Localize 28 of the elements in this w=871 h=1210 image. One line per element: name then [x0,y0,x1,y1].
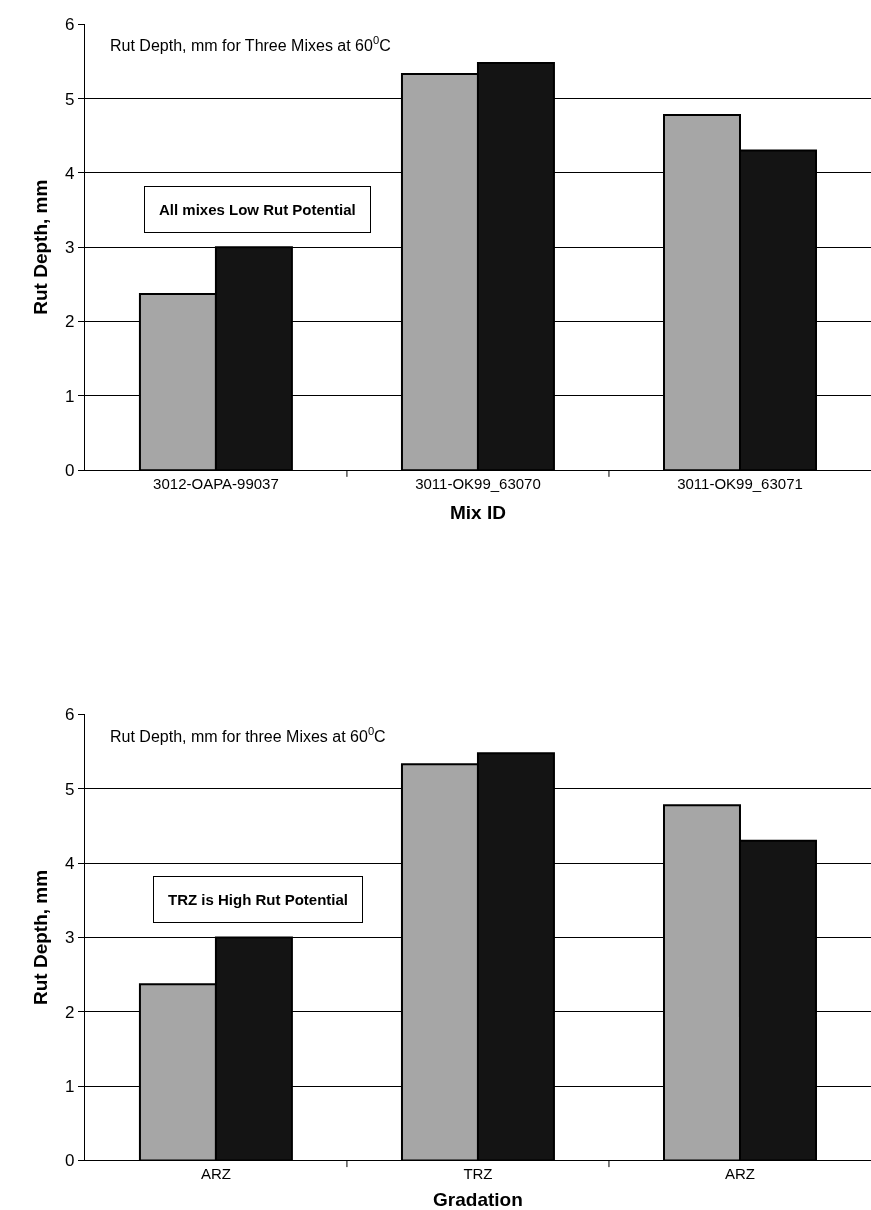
y-axis-title: Rut Depth, mm [29,179,51,315]
y-tick-label: 6 [65,15,75,35]
y-tick-label: 0 [65,1151,75,1171]
y-tick-label: 1 [65,1077,75,1097]
x-tick-label: 3011-OK99_63070 [415,475,541,493]
text: Rut Depth, mm for Three Mixes at 60$^{0}$C [110,34,391,54]
y-tick-label: 6 [65,705,75,725]
y-tick-label: 4 [65,163,75,183]
y-tick-label: 5 [65,89,75,109]
x-tick-label: ARZ [200,1165,231,1183]
y-tick-label: 5 [65,779,75,799]
x-axis-title: Gradation [433,1189,523,1210]
y-tick-label: 4 [65,854,75,874]
x-axis-title: Mix ID [449,501,506,523]
y-axis-title: Rut Depth, mm [29,869,51,1006]
text: Rut Depth, mm for three Mixes at 60$^{0}$C [110,725,386,745]
y-tick-label: 0 [65,461,75,481]
y-tick-label: 2 [65,1002,75,1022]
x-tick-label: 3012-OAPA-99037 [153,475,279,493]
x-tick-label: TRZ [463,1165,493,1183]
x-tick-label: ARZ [724,1165,755,1183]
annotation: TRZ is High Rut Potential [168,891,348,908]
y-tick-label: 2 [65,312,75,332]
y-tick-label: 3 [65,928,75,948]
y-tick-label: 3 [65,238,75,258]
x-tick-label: 3011-OK99_63071 [677,475,803,493]
annotation: All mixes Low Rut Potential [159,201,356,218]
y-tick-label: 1 [65,386,75,406]
